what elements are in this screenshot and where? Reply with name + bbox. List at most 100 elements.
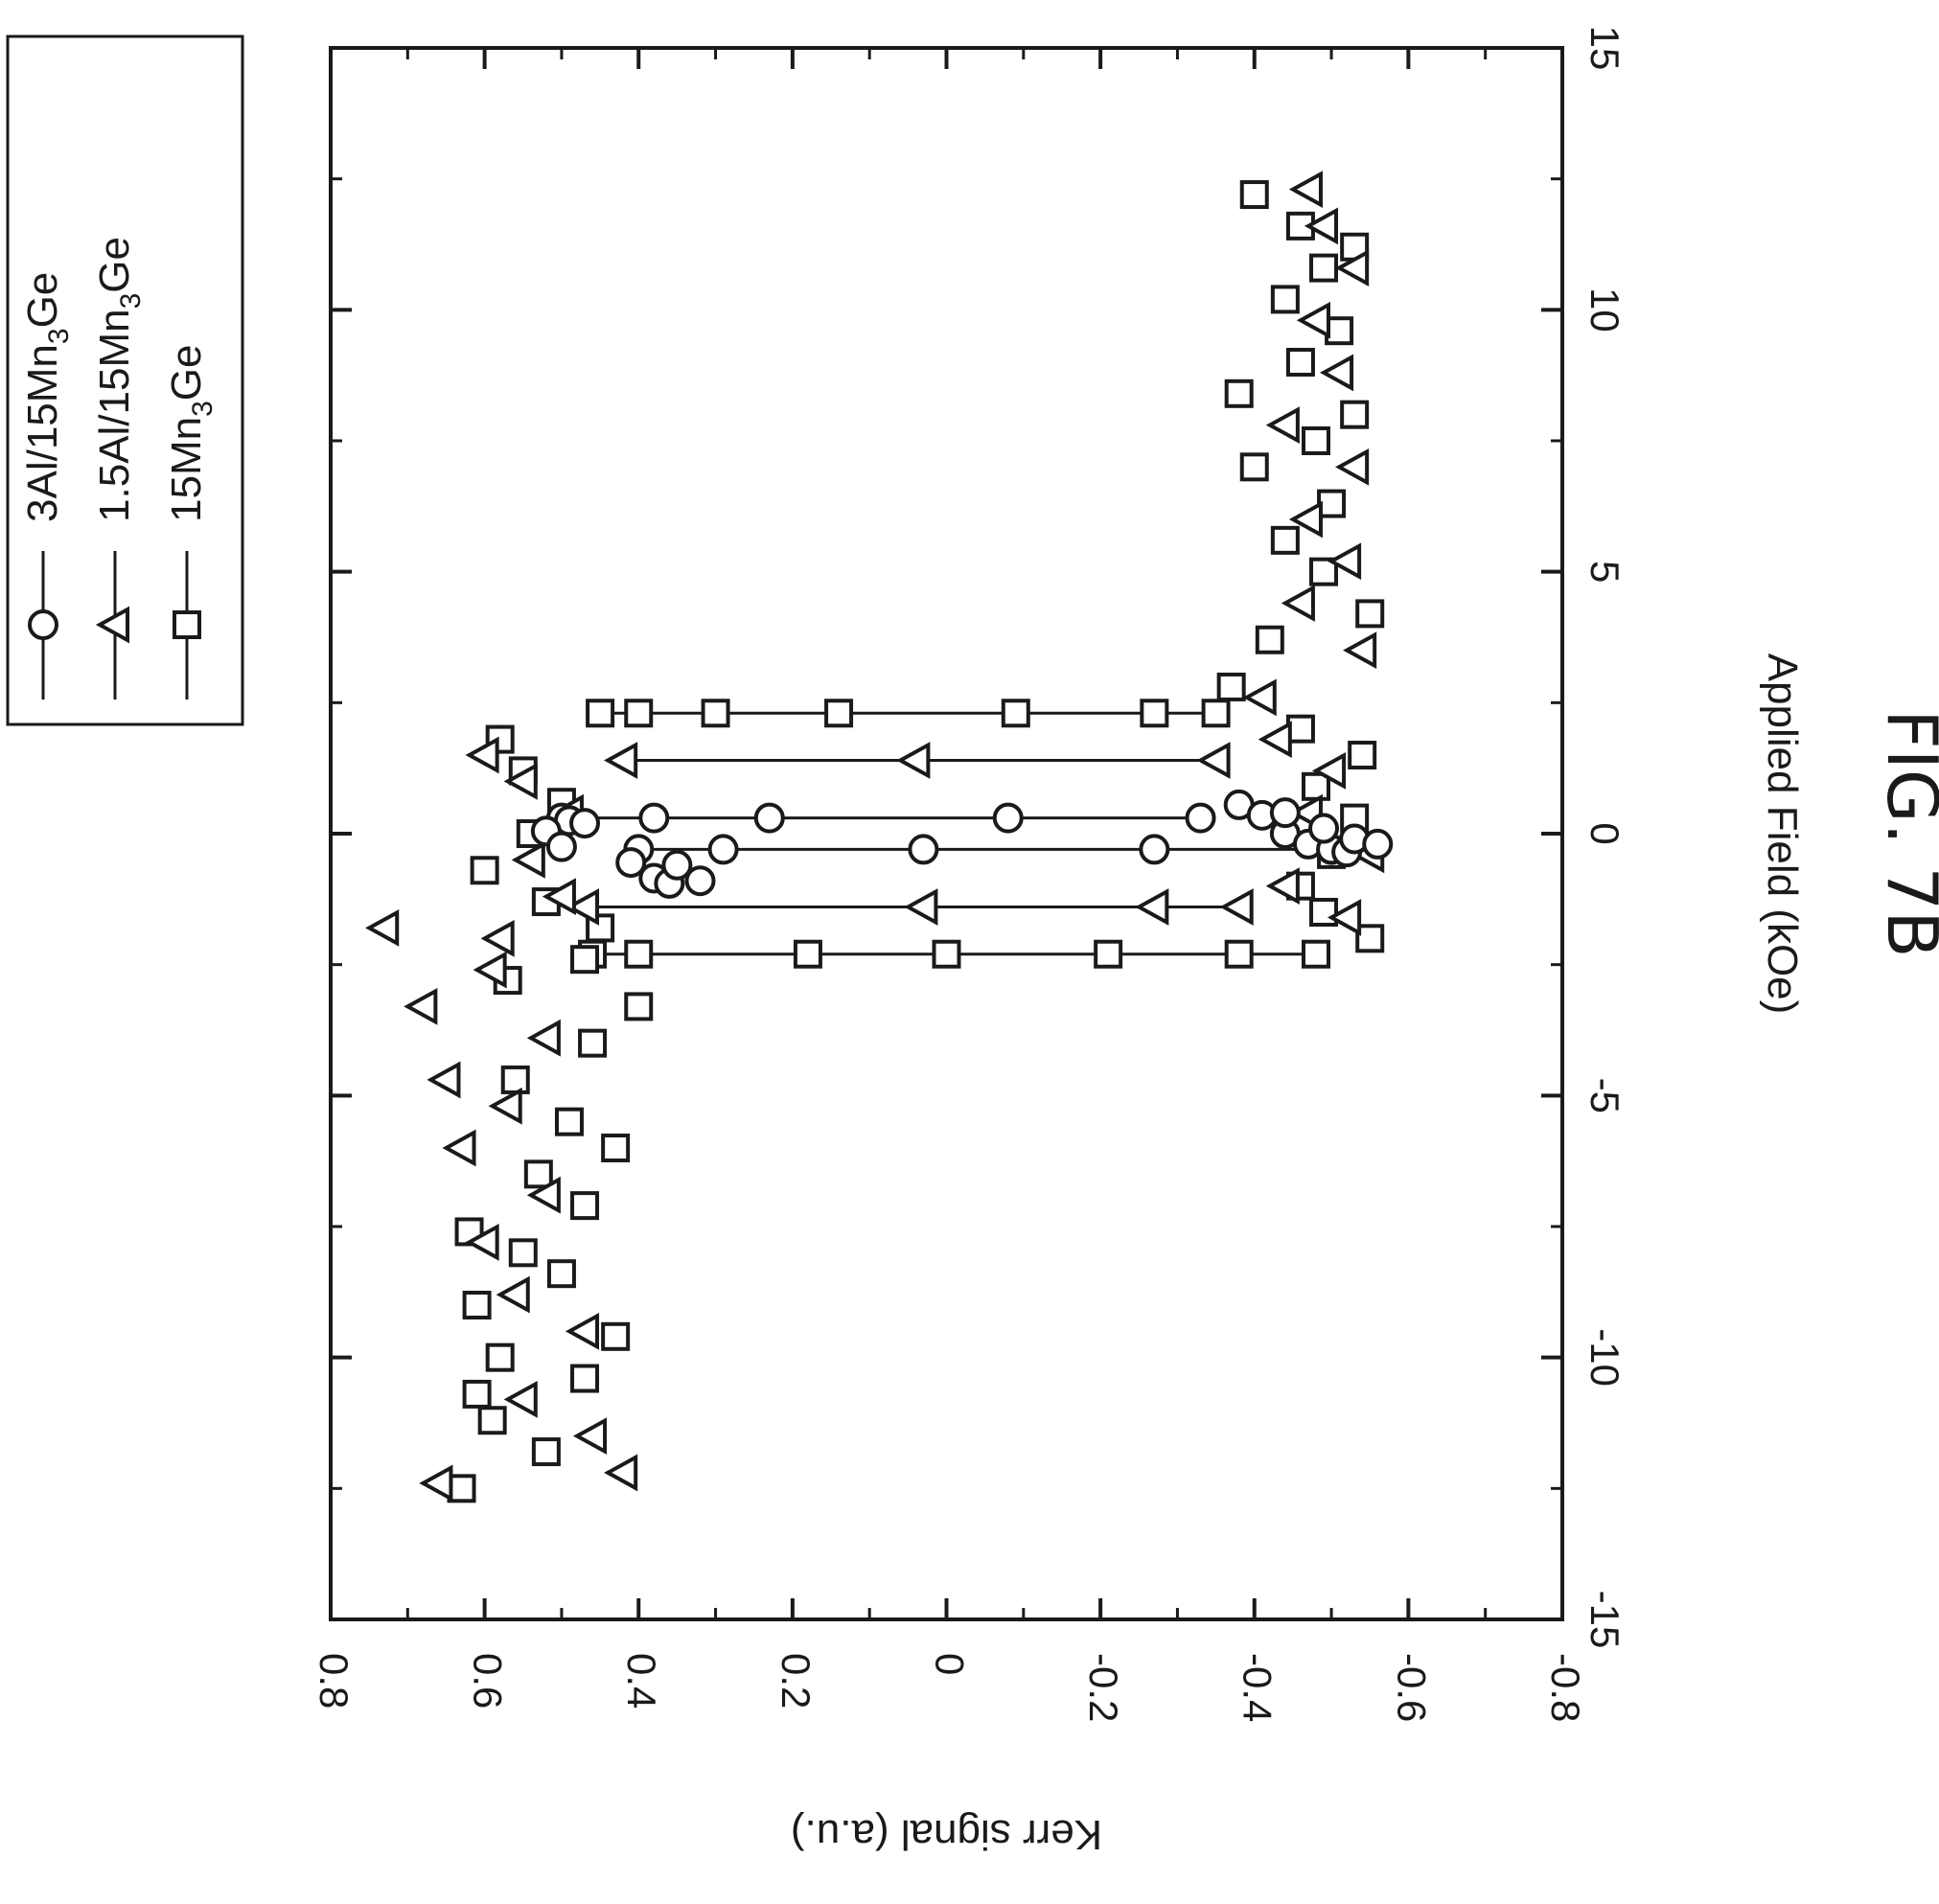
data-point xyxy=(710,836,737,862)
data-point xyxy=(488,1345,513,1370)
data-point xyxy=(1201,745,1229,775)
data-point xyxy=(1224,892,1252,923)
data-point xyxy=(1311,900,1336,925)
data-point xyxy=(900,745,928,775)
data-point xyxy=(549,1261,574,1286)
x-tick-label: -10 xyxy=(1582,1328,1627,1387)
data-point xyxy=(935,942,959,967)
data-point xyxy=(569,1316,597,1346)
x-tick-label: 15 xyxy=(1582,26,1627,71)
data-point xyxy=(588,700,612,725)
data-point xyxy=(1227,942,1252,967)
data-point xyxy=(1272,799,1299,826)
data-point xyxy=(1304,942,1328,967)
data-point xyxy=(1270,410,1298,441)
x-tick-label: 5 xyxy=(1582,561,1627,583)
data-point xyxy=(640,805,667,832)
data-point xyxy=(626,942,651,967)
data-point xyxy=(503,1067,528,1092)
data-point xyxy=(910,836,936,862)
data-point xyxy=(603,1136,628,1160)
data-point xyxy=(626,700,651,725)
data-point xyxy=(516,844,543,875)
figure-label: FIG. 7B xyxy=(1872,709,1939,957)
data-point xyxy=(548,834,575,860)
y-tick-label: -0.6 xyxy=(1389,1653,1434,1722)
y-tick-label: -0.2 xyxy=(1081,1653,1126,1722)
data-point xyxy=(557,1110,582,1135)
data-point xyxy=(704,700,728,725)
data-point xyxy=(1004,700,1028,725)
legend-marker xyxy=(30,611,57,638)
data-point xyxy=(1247,682,1275,713)
y-tick-label: 0 xyxy=(927,1653,972,1675)
data-point xyxy=(1357,601,1382,626)
data-point xyxy=(465,1293,490,1318)
x-tick-label: 10 xyxy=(1582,287,1627,333)
data-point xyxy=(534,1439,559,1464)
data-point xyxy=(572,1193,597,1218)
legend-label-base: 3Al/15Mn xyxy=(19,344,66,522)
legend-marker xyxy=(174,612,199,637)
data-point xyxy=(1288,350,1313,375)
data-point xyxy=(1258,628,1282,653)
data-point xyxy=(1304,428,1328,453)
data-point xyxy=(1262,724,1290,755)
data-point xyxy=(480,1408,505,1433)
data-point xyxy=(1139,892,1166,923)
legend-label-sub: 3 xyxy=(115,293,147,310)
y-tick-label: 0.8 xyxy=(312,1653,357,1709)
data-point xyxy=(1242,454,1267,479)
data-point xyxy=(1273,528,1298,553)
data-point xyxy=(1350,743,1374,768)
data-point xyxy=(1293,174,1321,205)
y-tick-labels: 0.80.60.40.20-0.2-0.4-0.6-0.8 xyxy=(312,1653,1588,1722)
data-point xyxy=(1311,256,1336,281)
data-point xyxy=(826,700,851,725)
data-point xyxy=(756,805,783,832)
data-point xyxy=(1304,774,1328,799)
data-point xyxy=(1227,381,1252,406)
data-point xyxy=(1310,815,1337,842)
data-point xyxy=(485,923,513,953)
legend-label-sub: 3 xyxy=(43,328,75,344)
data-point xyxy=(577,1421,605,1452)
data-point xyxy=(796,942,820,967)
data-point xyxy=(580,1031,605,1056)
data-point xyxy=(1204,700,1229,725)
x-tick-label: -5 xyxy=(1582,1078,1627,1113)
data-point xyxy=(508,1384,536,1414)
data-point xyxy=(1096,942,1120,967)
series-circle xyxy=(533,791,1391,897)
data-point xyxy=(500,1279,528,1310)
data-point xyxy=(1141,836,1167,862)
data-point xyxy=(470,740,497,770)
data-point xyxy=(1242,182,1267,207)
data-point xyxy=(423,1468,450,1499)
data-point xyxy=(663,852,690,879)
data-point xyxy=(1364,831,1391,858)
legend-label-base: 1.5Al/15Mn xyxy=(91,309,138,522)
data-point xyxy=(1273,287,1298,311)
x-axis-title: Applied Field (kOe) xyxy=(1759,654,1806,1015)
legend-label-tail: Ge xyxy=(163,345,210,401)
data-point xyxy=(1342,402,1367,427)
data-point xyxy=(1324,357,1351,388)
y-tick-label: 0.6 xyxy=(466,1653,511,1709)
data-point xyxy=(1142,700,1166,725)
legend-label-tail: Ge xyxy=(19,272,66,329)
y-tick-label: 0.2 xyxy=(773,1653,819,1709)
legend-label-sub: 3 xyxy=(187,401,219,417)
data-point xyxy=(1270,871,1298,902)
series-layer xyxy=(369,174,1391,1502)
data-point xyxy=(571,810,598,837)
data-point xyxy=(407,991,435,1021)
data-point xyxy=(369,912,397,943)
data-point xyxy=(626,994,651,1019)
data-point xyxy=(526,1161,551,1186)
data-point xyxy=(473,858,497,883)
data-point xyxy=(995,805,1022,832)
x-tick-label: 0 xyxy=(1582,822,1627,844)
legend-label-base: 15Mn xyxy=(163,417,210,522)
data-point xyxy=(1285,587,1313,618)
